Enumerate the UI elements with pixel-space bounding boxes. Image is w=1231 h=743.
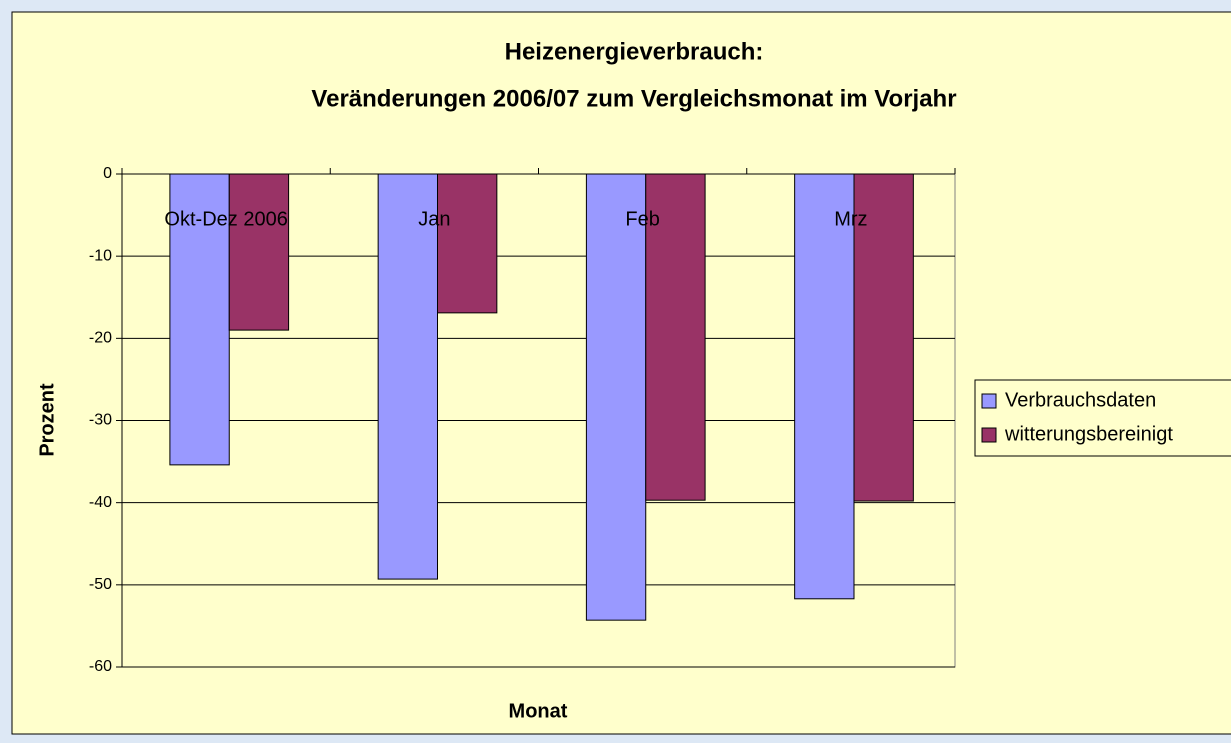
x-tick-label: Mrz [834,208,867,230]
bar [645,173,706,501]
y-tick-label: -50 [89,576,112,593]
bar [377,173,438,580]
y-tick-label: -20 [89,330,112,347]
y-tick-label: -60 [89,658,112,675]
bar [228,173,290,331]
x-tick-label: Okt-Dez 2006 [164,208,287,230]
x-axis-label: Monat [509,700,568,722]
legend-swatch [981,427,997,443]
y-tick-label: -10 [89,247,112,264]
y-tick-label: 0 [103,165,112,182]
legend-box [974,379,1231,457]
chart-title: Heizenergieverbrauch: [505,38,764,65]
x-tick-label: Jan [418,208,450,230]
chart-subtitle: Veränderungen 2006/07 zum Vergleichsmona… [311,85,956,112]
bar [436,173,498,314]
y-tick-label: -40 [89,494,112,511]
legend-swatch [981,393,997,409]
y-axis-label: Prozent [36,383,58,457]
bar [794,173,855,600]
legend-label: Verbrauchsdaten [1005,389,1156,411]
bar [169,173,230,466]
x-tick-label: Feb [625,208,659,230]
bar [585,173,647,621]
legend-label: witterungsbereinigt [1004,423,1173,445]
y-tick-label: -30 [89,412,112,429]
